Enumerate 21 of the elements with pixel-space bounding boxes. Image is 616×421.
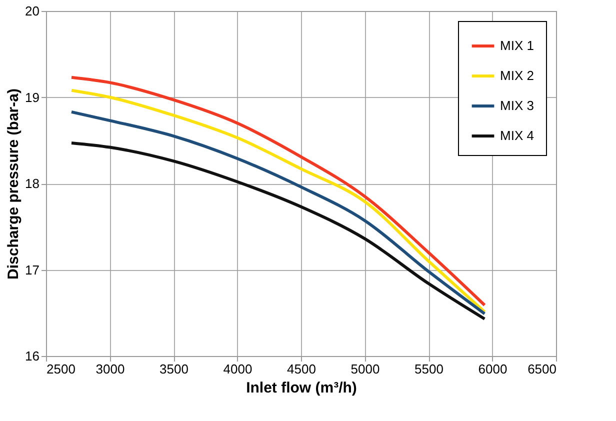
legend-label: MIX 1	[500, 38, 534, 53]
x-tick-label: 5000	[350, 362, 380, 376]
x-axis-title: Inlet flow (m³/h)	[246, 380, 357, 396]
x-tick-label: 3000	[96, 362, 125, 376]
y-tick-label: 16	[25, 348, 40, 364]
x-tick-label: 5500	[414, 362, 444, 376]
x-tick-label: 4500	[287, 362, 316, 376]
x-tick-label: 3500	[160, 362, 188, 376]
x-tick-label: 2500	[46, 362, 76, 376]
x-tick-label: 6500	[528, 362, 556, 376]
line-series	[70, 141, 486, 320]
x-tick-label: 6000	[478, 362, 508, 376]
y-axis-title: Discharge pressure (bar-a)	[5, 88, 22, 280]
y-tick-label: 19	[25, 90, 40, 105]
y-tick-label: 20	[25, 4, 40, 18]
legend-label: MIX 2	[500, 68, 534, 83]
legend-label: MIX 4	[500, 128, 534, 143]
y-tick-label: 17	[25, 262, 40, 278]
legend-label: MIX 3	[500, 98, 534, 113]
x-tick-label: 4000	[223, 362, 252, 376]
y-tick-label: 18	[25, 176, 40, 191]
